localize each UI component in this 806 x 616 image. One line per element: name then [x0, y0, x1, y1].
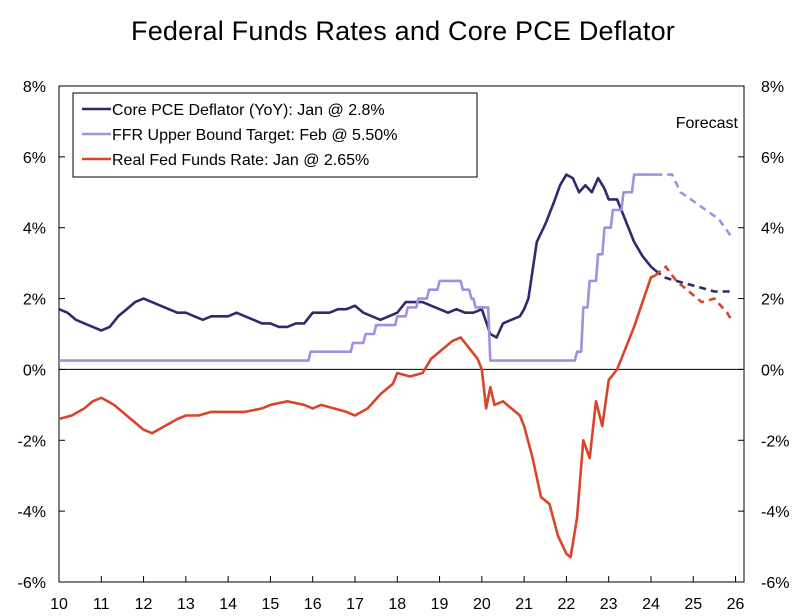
forecast-annotation: Forecast	[676, 115, 739, 132]
legend-box	[72, 92, 478, 178]
y-tick-label-right: 6%	[761, 150, 784, 167]
legend-label: Real Fed Funds Rate: Jan @ 2.65%	[112, 152, 369, 169]
x-tick-label: 18	[388, 596, 406, 613]
x-tick-label: 15	[262, 596, 280, 613]
y-tick-label-right: 2%	[761, 292, 784, 309]
x-tick-label: 10	[50, 596, 68, 613]
plot-frame	[58, 85, 745, 583]
legend: Core PCE Deflator (YoY): Jan @ 2.8% FFR U…	[72, 92, 478, 178]
y-tick-label-left: 8%	[23, 79, 46, 96]
legend-label: FFR Upper Bound Target: Feb @ 5.50%	[112, 127, 397, 144]
x-tick-label: 19	[431, 596, 449, 613]
x-tick-label: 17	[346, 596, 364, 613]
y-tick-label-right: -6%	[761, 575, 789, 592]
y-tick-label-left: -6%	[18, 575, 46, 592]
ffr-upper-bound-target-line	[59, 173, 656, 362]
series-layer	[58, 173, 733, 559]
y-tick-label-left: 4%	[23, 221, 46, 238]
x-tick-label: 23	[600, 596, 618, 613]
x-tick-label: 12	[135, 596, 153, 613]
x-tick-label: 26	[727, 596, 745, 613]
real-fed-funds-rate-line	[58, 274, 656, 559]
x-tick-label: 20	[473, 596, 491, 613]
real-fed-funds-rate-forecast-line	[654, 264, 733, 321]
legend-label: Core PCE Deflator (YoY): Jan @ 2.8%	[112, 102, 385, 119]
axes-layer: 8% 8%6% 6%4% 4%2% 2%0% 0%-2% -2%-4% -4%-6% -6%10…	[18, 79, 790, 613]
y-tick-label-left: 0%	[23, 362, 46, 379]
core-pce-deflator-yoy-forecast-line	[654, 269, 732, 293]
y-tick-label-right: 8%	[761, 79, 784, 96]
x-tick-label: 13	[177, 596, 195, 613]
x-tick-label: 24	[642, 596, 660, 613]
x-tick-label: 25	[684, 596, 702, 613]
x-tick-label: 22	[558, 596, 576, 613]
y-tick-label-left: -4%	[18, 504, 46, 521]
y-tick-label-right: -4%	[761, 504, 789, 521]
ffr-upper-bound-target-forecast-line	[655, 173, 733, 238]
y-tick-label-left: 6%	[23, 150, 46, 167]
core-pce-deflator-yoy-line	[58, 173, 657, 339]
y-tick-label-left: 2%	[23, 292, 46, 309]
y-tick-label-right: -2%	[761, 433, 789, 450]
x-tick-label: 16	[304, 596, 322, 613]
y-tick-label-right: 0%	[761, 362, 784, 379]
x-tick-label: 21	[515, 596, 533, 613]
x-tick-label: 14	[219, 596, 237, 613]
chart-title: Federal Funds Rates and Core PCE Deflato…	[131, 16, 675, 46]
y-tick-label-left: -2%	[18, 433, 46, 450]
x-tick-label: 11	[93, 596, 110, 613]
y-tick-label-right: 4%	[761, 221, 784, 238]
